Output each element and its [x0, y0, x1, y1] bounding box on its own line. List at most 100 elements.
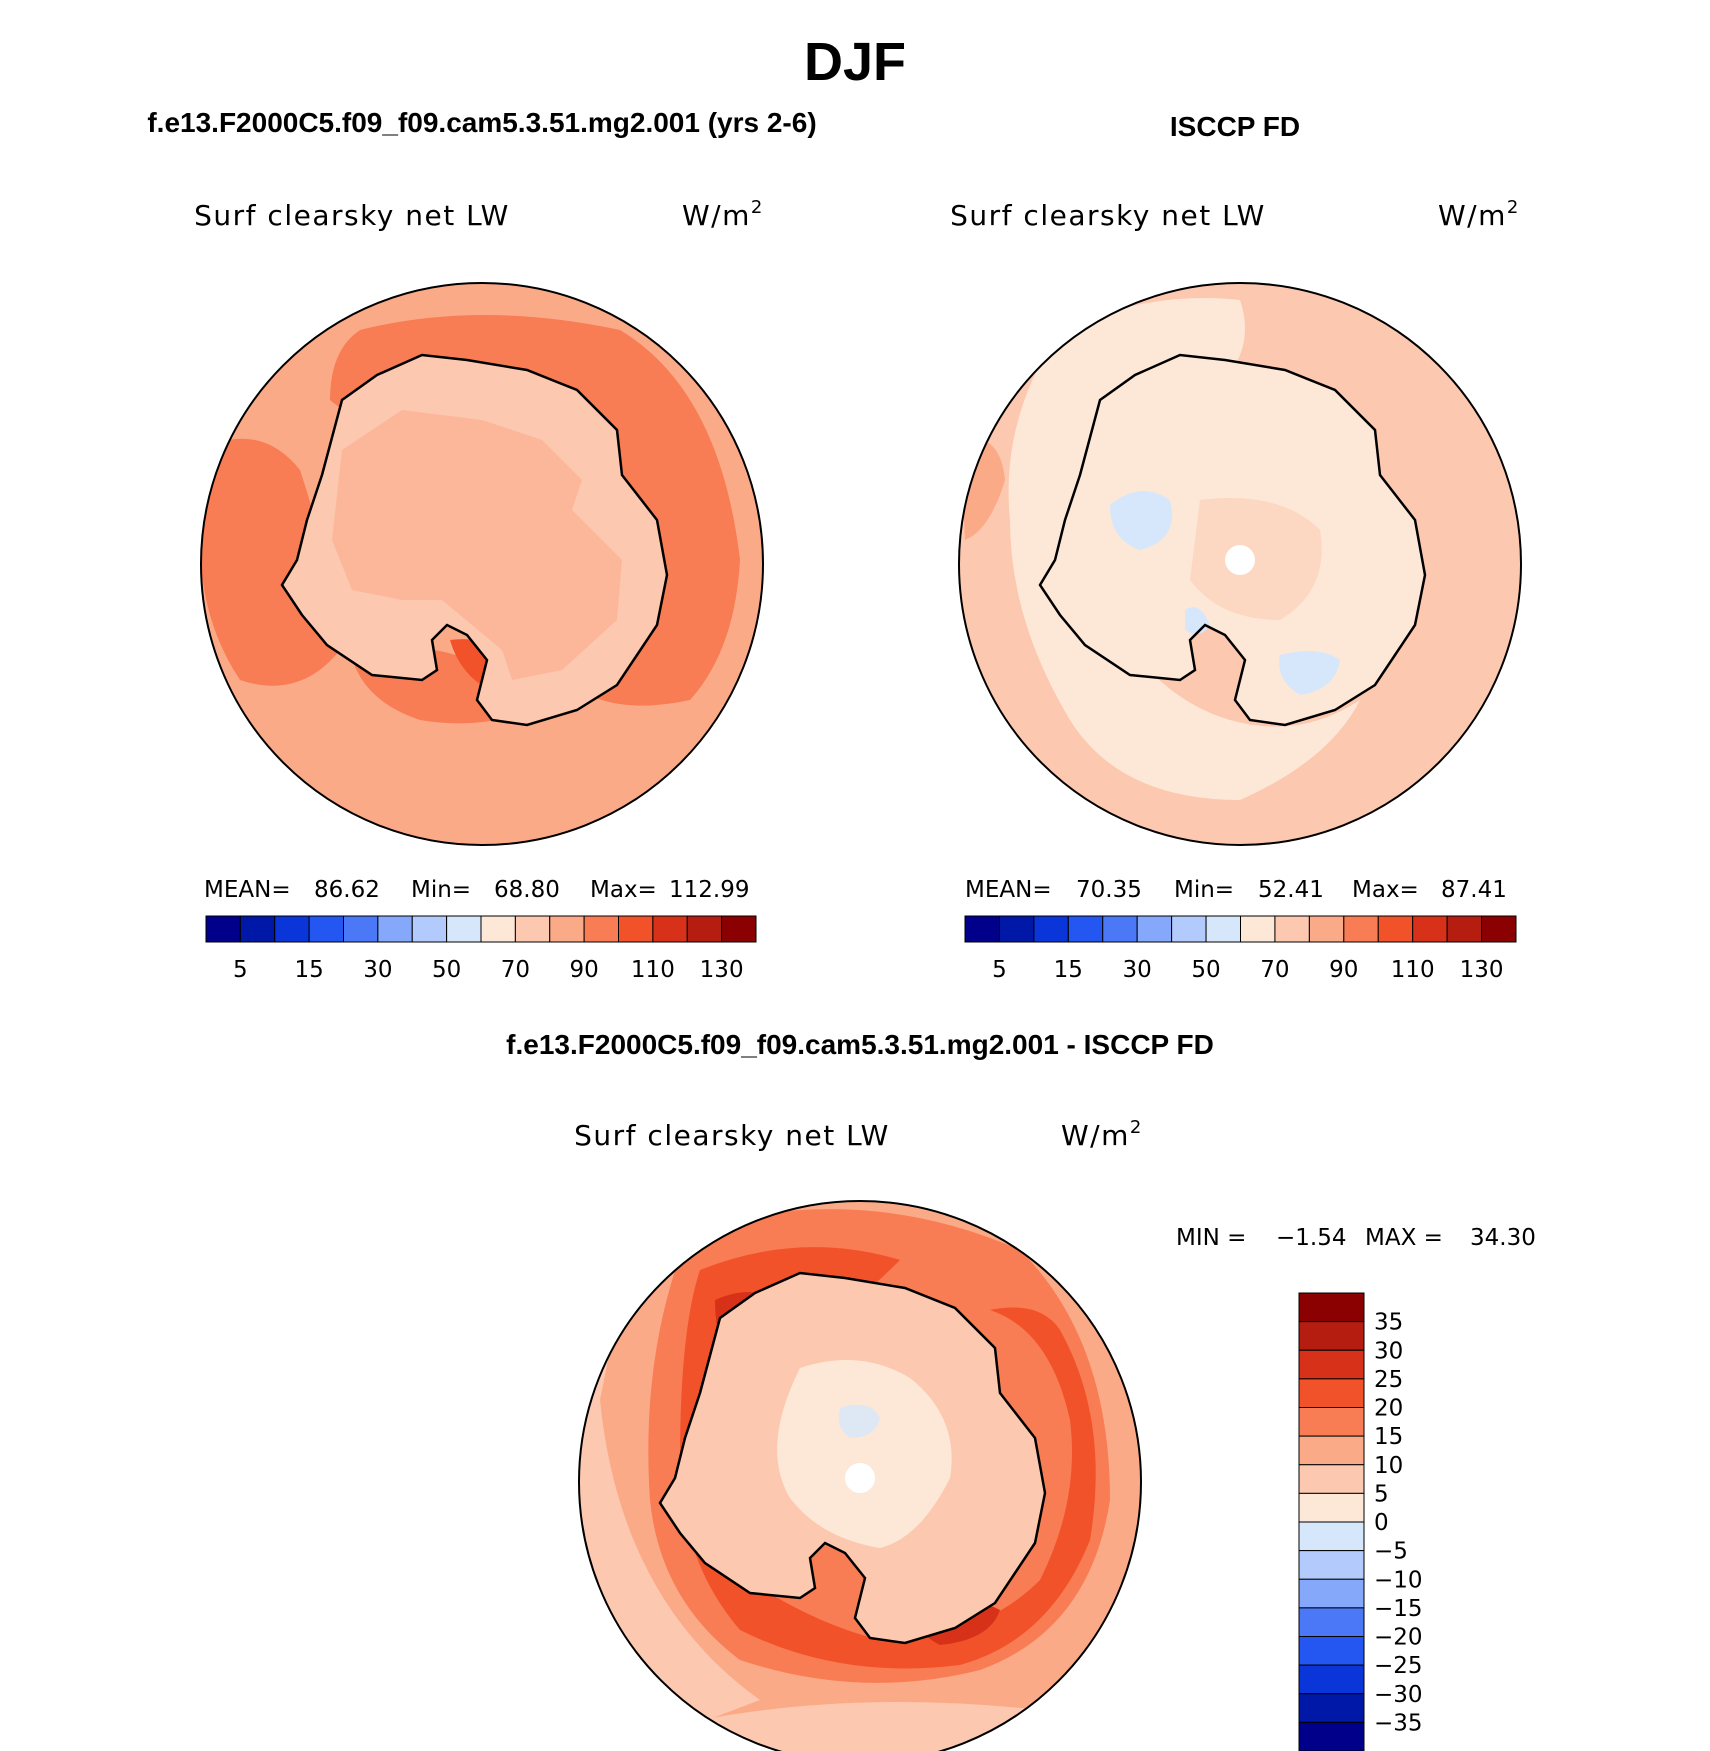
colorbar-swatch: [1298, 1492, 1365, 1523]
colorbar-tick-label: −25: [1374, 1653, 1423, 1679]
colorbar-tick-label: 20: [1374, 1396, 1403, 1422]
diff-pole-gap: [845, 1463, 875, 1493]
panel-obs-stats: MEAN= 70.35 Min= 52.41 Max= 87.41: [965, 877, 1507, 903]
colorbar-swatch: [1298, 1378, 1365, 1408]
colorbar-swatch: [1033, 915, 1069, 943]
colorbar-swatch: [1171, 915, 1207, 943]
colorbar-swatch: [1205, 915, 1241, 943]
model-interior-ring: [332, 410, 622, 680]
colorbar-tick-label: 15: [1054, 957, 1083, 983]
colorbar-swatch: [239, 915, 276, 943]
colorbar-swatch: [411, 915, 448, 943]
diff-south-light: [700, 1702, 1040, 1751]
obs-ice-patch-1: [1110, 491, 1172, 550]
colorbar-swatch: [652, 915, 688, 943]
colorbar-tick-label: 70: [1260, 957, 1289, 983]
colorbar-swatch: [686, 915, 723, 943]
colorbar-swatch: [964, 915, 1000, 943]
panel-diff-variable: Surf clearsky net LW: [574, 1119, 890, 1152]
panel-model-units: W/m2: [682, 197, 764, 232]
obs-min-value: 52.41: [1258, 877, 1324, 903]
model-mean-value: 86.62: [314, 877, 380, 903]
colorbar-tick-label: 30: [1123, 957, 1152, 983]
colorbar-tick-label: 90: [569, 957, 598, 983]
colorbar-tick-label: 5: [233, 957, 248, 983]
obs-mean-value: 70.35: [1076, 877, 1142, 903]
diff-band-20-25: [680, 1247, 1096, 1669]
model-min-value: 68.80: [494, 877, 560, 903]
colorbar-swatch: [1298, 1292, 1365, 1323]
colorbar-swatch: [1343, 915, 1379, 943]
colorbar-swatch: [308, 915, 344, 943]
panel-diff-units: W/m2: [1061, 1117, 1143, 1152]
colorbar-swatch: [1377, 915, 1414, 943]
season-title: DJF: [804, 32, 906, 92]
panel-obs-variable: Surf clearsky net LW: [950, 199, 1266, 232]
colorbar-swatch: [1298, 1521, 1365, 1552]
diff-interior-negative: [838, 1404, 880, 1438]
diff-max-value: 34.30: [1470, 1225, 1536, 1251]
panel-obs-title: ISCCP FD: [1170, 111, 1300, 142]
panel-diff-map: [579, 1201, 1141, 1751]
obs-max-label: Max=: [1352, 877, 1419, 903]
colorbar-swatch: [1274, 915, 1310, 943]
panel-model-title: f.e13.F2000C5.f09_f09.cam5.3.51.mg2.001 …: [147, 107, 816, 138]
colorbar-swatch: [1298, 1435, 1365, 1466]
obs-max-value: 87.41: [1441, 877, 1507, 903]
colorbar-swatch: [1298, 1664, 1365, 1695]
colorbar-tick-label: 130: [700, 957, 744, 983]
panel-diff: f.e13.F2000C5.f09_f09.cam5.3.51.mg2.001 …: [506, 1029, 1536, 1751]
colorbar-swatch: [274, 915, 310, 943]
colorbar-swatch: [1298, 1721, 1365, 1751]
colorbar-tick-label: −30: [1374, 1682, 1423, 1708]
colorbar-swatch: [1298, 1464, 1365, 1494]
colorbar-tick-label: 30: [1374, 1338, 1403, 1364]
colorbar-tick-label: 15: [294, 957, 323, 983]
model-min-label: Min=: [411, 877, 471, 903]
colorbar-swatch: [1308, 915, 1345, 943]
colorbar-swatch: [1298, 1349, 1365, 1380]
colorbar-swatch: [514, 915, 551, 943]
colorbar-tick-label: 50: [432, 957, 461, 983]
colorbar-tick-label: −20: [1374, 1625, 1423, 1651]
colorbar-tick-label: 15: [1374, 1424, 1403, 1450]
colorbar-swatch: [721, 915, 757, 943]
model-mean-label: MEAN=: [204, 877, 291, 903]
colorbar-tick-label: 30: [363, 957, 392, 983]
colorbar-tick-label: 110: [631, 957, 675, 983]
model-max-value: 112.99: [669, 877, 749, 903]
colorbar-swatch: [1298, 1407, 1365, 1437]
colorbar-swatch: [1298, 1550, 1365, 1580]
colorbar-swatch: [1412, 915, 1448, 943]
panel-diff-title: f.e13.F2000C5.f09_f09.cam5.3.51.mg2.001 …: [506, 1029, 1214, 1060]
panel-model-colorbar: 5 15 30 50 70 90 110 130: [205, 915, 757, 983]
colorbar-swatch: [1446, 915, 1483, 943]
obs-min-label: Min=: [1174, 877, 1234, 903]
panel-model-boundary: [200, 282, 764, 846]
colorbar-swatch: [618, 915, 654, 943]
colorbar-swatch: [205, 915, 241, 943]
colorbar-swatch: [1240, 915, 1276, 943]
colorbar-tick-label: −35: [1374, 1710, 1423, 1736]
obs-ice-patch-2: [1279, 651, 1340, 695]
panel-model-stats: MEAN= 86.62 Min= 68.80 Max= 112.99: [204, 877, 749, 903]
model-max-label: Max=: [590, 877, 657, 903]
colorbar-tick-label: 0: [1374, 1510, 1389, 1536]
colorbar-swatch: [998, 915, 1035, 943]
diff-max-label: MAX =: [1365, 1225, 1443, 1251]
panel-obs-colorbar: 5 15 30 50 70 90 110 130: [964, 915, 1517, 983]
panel-model-variable: Surf clearsky net LW: [194, 199, 510, 232]
colorbar-tick-label: −5: [1374, 1539, 1408, 1565]
colorbar-swatch: [583, 915, 619, 943]
colorbar-swatch: [1298, 1321, 1365, 1351]
colorbar-tick-label: 70: [501, 957, 530, 983]
colorbar-swatch: [549, 915, 585, 943]
colorbar-tick-label: 10: [1374, 1453, 1403, 1479]
colorbar-swatch: [1298, 1607, 1365, 1637]
obs-mean-label: MEAN=: [965, 877, 1052, 903]
colorbar-tick-label: 5: [1374, 1481, 1389, 1507]
panel-model-map: [201, 283, 763, 845]
panel-diff-boundary: [578, 1200, 1142, 1751]
